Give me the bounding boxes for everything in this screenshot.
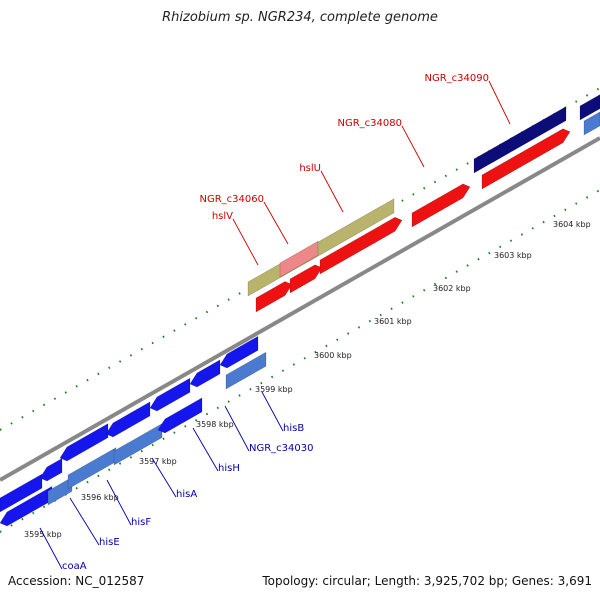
gene-hslU-label: hslU — [299, 163, 321, 174]
gene-hisF-arrow — [59, 423, 109, 462]
genome-backbone — [0, 136, 600, 482]
gene-edge-reverse-arrow — [0, 473, 43, 513]
gene-hisH-label: hisH — [218, 463, 240, 474]
map-title: Rhizobium sp. NGR234, complete genome — [162, 10, 438, 25]
gene-coaA-leader — [39, 527, 63, 570]
gene-coaA-label: coaA — [62, 561, 87, 572]
gene-hslV-leader — [232, 218, 259, 266]
tick-label-3598-kbp: 3598 kbp — [196, 420, 234, 429]
gene-hisE-alt-arrow — [47, 476, 73, 506]
tick-label-3604-kbp: 3604 kbp — [553, 220, 591, 229]
gene-NGR_c34060-leader — [263, 201, 289, 245]
gene-hisA-leader — [151, 457, 177, 498]
gene-NGR_c34060-arrow — [289, 264, 323, 294]
gene-edge-dark-arrow — [579, 94, 600, 121]
gene-NGR_c34030-arrow — [189, 359, 221, 388]
accession-text: Accession: NC_012587 — [8, 574, 145, 588]
tick-label-3596-kbp: 3596 kbp — [81, 493, 119, 502]
gene-hisB-leader — [261, 391, 284, 432]
gene-NGR_c34090-leader — [488, 80, 511, 125]
tick-label-3597-kbp: 3597 kbp — [139, 457, 177, 466]
gene-NGR_c34090-label: NGR_c34090 — [425, 73, 490, 84]
gene-hisH-arrow — [149, 377, 191, 412]
gene-hslV-label: hslV — [212, 211, 233, 222]
gene-NGR_c34080-leader — [401, 125, 425, 168]
gene-NGR_c34080-label: NGR_c34080 — [338, 118, 403, 129]
tick-label-3603-kbp: 3603 kbp — [494, 251, 532, 260]
gene-hslU-arrow — [247, 198, 395, 297]
tick-label-3595-kbp: 3595 kbp — [24, 530, 62, 539]
gene-hisB-label: hisB — [283, 423, 304, 434]
gene-hisA-label: hisA — [176, 489, 197, 500]
tick-label-3600-kbp: 3600 kbp — [314, 351, 352, 360]
gene-NGR_c34080-arrow — [411, 183, 471, 228]
gene-NGR_c34060-label: NGR_c34060 — [200, 194, 265, 205]
gene-hisF-leader — [106, 479, 132, 526]
gene-hisA-arrow — [105, 401, 151, 438]
tick-label-3599-kbp: 3599 kbp — [255, 385, 293, 394]
tick-label-3602-kbp: 3602 kbp — [433, 284, 471, 293]
gene-hisH-leader — [192, 427, 219, 472]
gene-hisE-leader — [69, 497, 100, 546]
tick-label-3601-kbp: 3601 kbp — [374, 317, 412, 326]
gene-hisE-label: hisE — [99, 537, 120, 548]
gene-hslU-forward-arrow — [319, 216, 403, 275]
gene-hisF-label: hisF — [131, 517, 151, 528]
genome-summary-text: Topology: circular; Length: 3,925,702 bp… — [262, 574, 592, 588]
gene-NGR_c34030-label: NGR_c34030 — [249, 443, 314, 454]
gene-hisH-alt-arrow — [157, 397, 203, 434]
gene-NGR_c34060-overlap — [279, 240, 319, 278]
gene-hslV-arrow — [255, 281, 293, 313]
gene-NGR_c34090-arrow — [473, 106, 567, 174]
gene-hisB-arrow — [219, 335, 259, 369]
lower-tick-line — [0, 189, 600, 533]
gene-hisB-alt-arrow — [225, 351, 267, 390]
gene-hisA-alt-arrow — [113, 423, 163, 466]
gene-NGR_c34090-forward-arrow — [481, 128, 571, 190]
gene-hslU-leader — [320, 170, 344, 213]
gene-edge-blue-arrow — [583, 111, 600, 136]
gene-hisE-arrow — [39, 457, 63, 482]
gene-NGR_c34030-leader — [224, 405, 250, 452]
